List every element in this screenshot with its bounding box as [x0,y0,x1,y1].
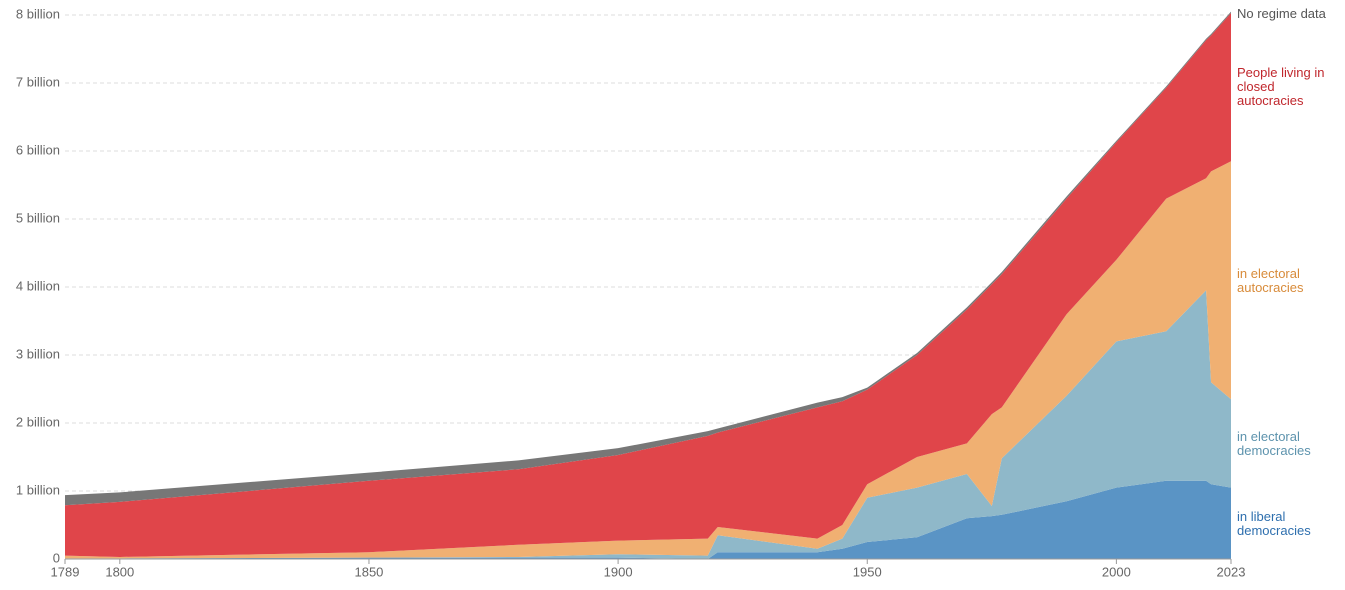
x-tick-label: 2023 [1217,564,1246,579]
y-tick-label: 6 billion [16,142,60,157]
series-label: in liberal democracies [1237,509,1311,538]
y-tick-label: 1 billion [16,482,60,497]
area [65,12,1231,557]
series-label: in electoral democracies [1237,429,1311,458]
x-tick-label: 1900 [604,564,633,579]
series-label: People living in closed autocracies [1237,65,1325,108]
area [65,161,1231,559]
y-tick-label: 5 billion [16,210,60,225]
area [65,480,1231,559]
x-tick-label: 1800 [105,564,134,579]
x-tick-label: 1789 [51,564,80,579]
y-tick-label: 0 [53,550,60,565]
y-tick-label: 7 billion [16,74,60,89]
x-tick-label: 1850 [354,564,383,579]
y-tick-label: 2 billion [16,414,60,429]
y-tick-label: 4 billion [16,278,60,293]
y-tick-label: 8 billion [16,6,60,21]
area [65,290,1231,559]
series-label: No regime data [1237,6,1326,21]
x-tick-label: 1950 [853,564,882,579]
y-tick-label: 3 billion [16,346,60,361]
series-label: in electoral autocracies [1237,266,1304,295]
x-tick-label: 2000 [1102,564,1131,579]
